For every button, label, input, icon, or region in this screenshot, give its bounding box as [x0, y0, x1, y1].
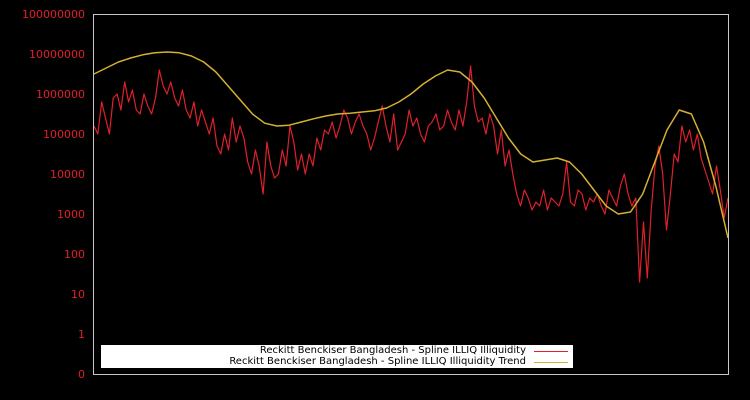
legend-item-illiquidity: Reckitt Benckiser Bangladesh - Spline IL…	[260, 345, 573, 357]
legend-swatch-gold-line	[534, 361, 568, 363]
y-tick-label: 10	[71, 288, 85, 301]
y-tick-label: 0	[78, 368, 85, 381]
illiquidity-line	[93, 65, 729, 283]
y-tick-label: 1000000	[36, 88, 85, 101]
plot-frame	[93, 14, 729, 375]
plot-series	[93, 51, 729, 283]
legend: Reckitt Benckiser Bangladesh - Spline IL…	[101, 345, 573, 368]
y-tick-label: 1000	[57, 208, 85, 221]
y-tick-label: 100000	[43, 128, 85, 141]
y-tick-label: 100000000	[22, 8, 85, 21]
illiquidity-trend-line	[93, 51, 729, 239]
legend-label: Reckitt Benckiser Bangladesh - Spline IL…	[259, 345, 526, 356]
legend-swatch-red-line	[534, 350, 568, 352]
y-tick-label: 100	[64, 248, 85, 261]
y-tick-label: 10000	[50, 168, 85, 181]
legend-label: Reckitt Benckiser Bangladesh - Spline IL…	[229, 356, 526, 367]
y-tick-label: 1	[78, 328, 85, 341]
y-axis-tick-labels: 1000000001000000010000001000001000010001…	[22, 8, 85, 381]
y-tick-label: 10000000	[29, 48, 85, 61]
legend-item-trend: Reckitt Benckiser Bangladesh - Spline IL…	[229, 356, 573, 368]
